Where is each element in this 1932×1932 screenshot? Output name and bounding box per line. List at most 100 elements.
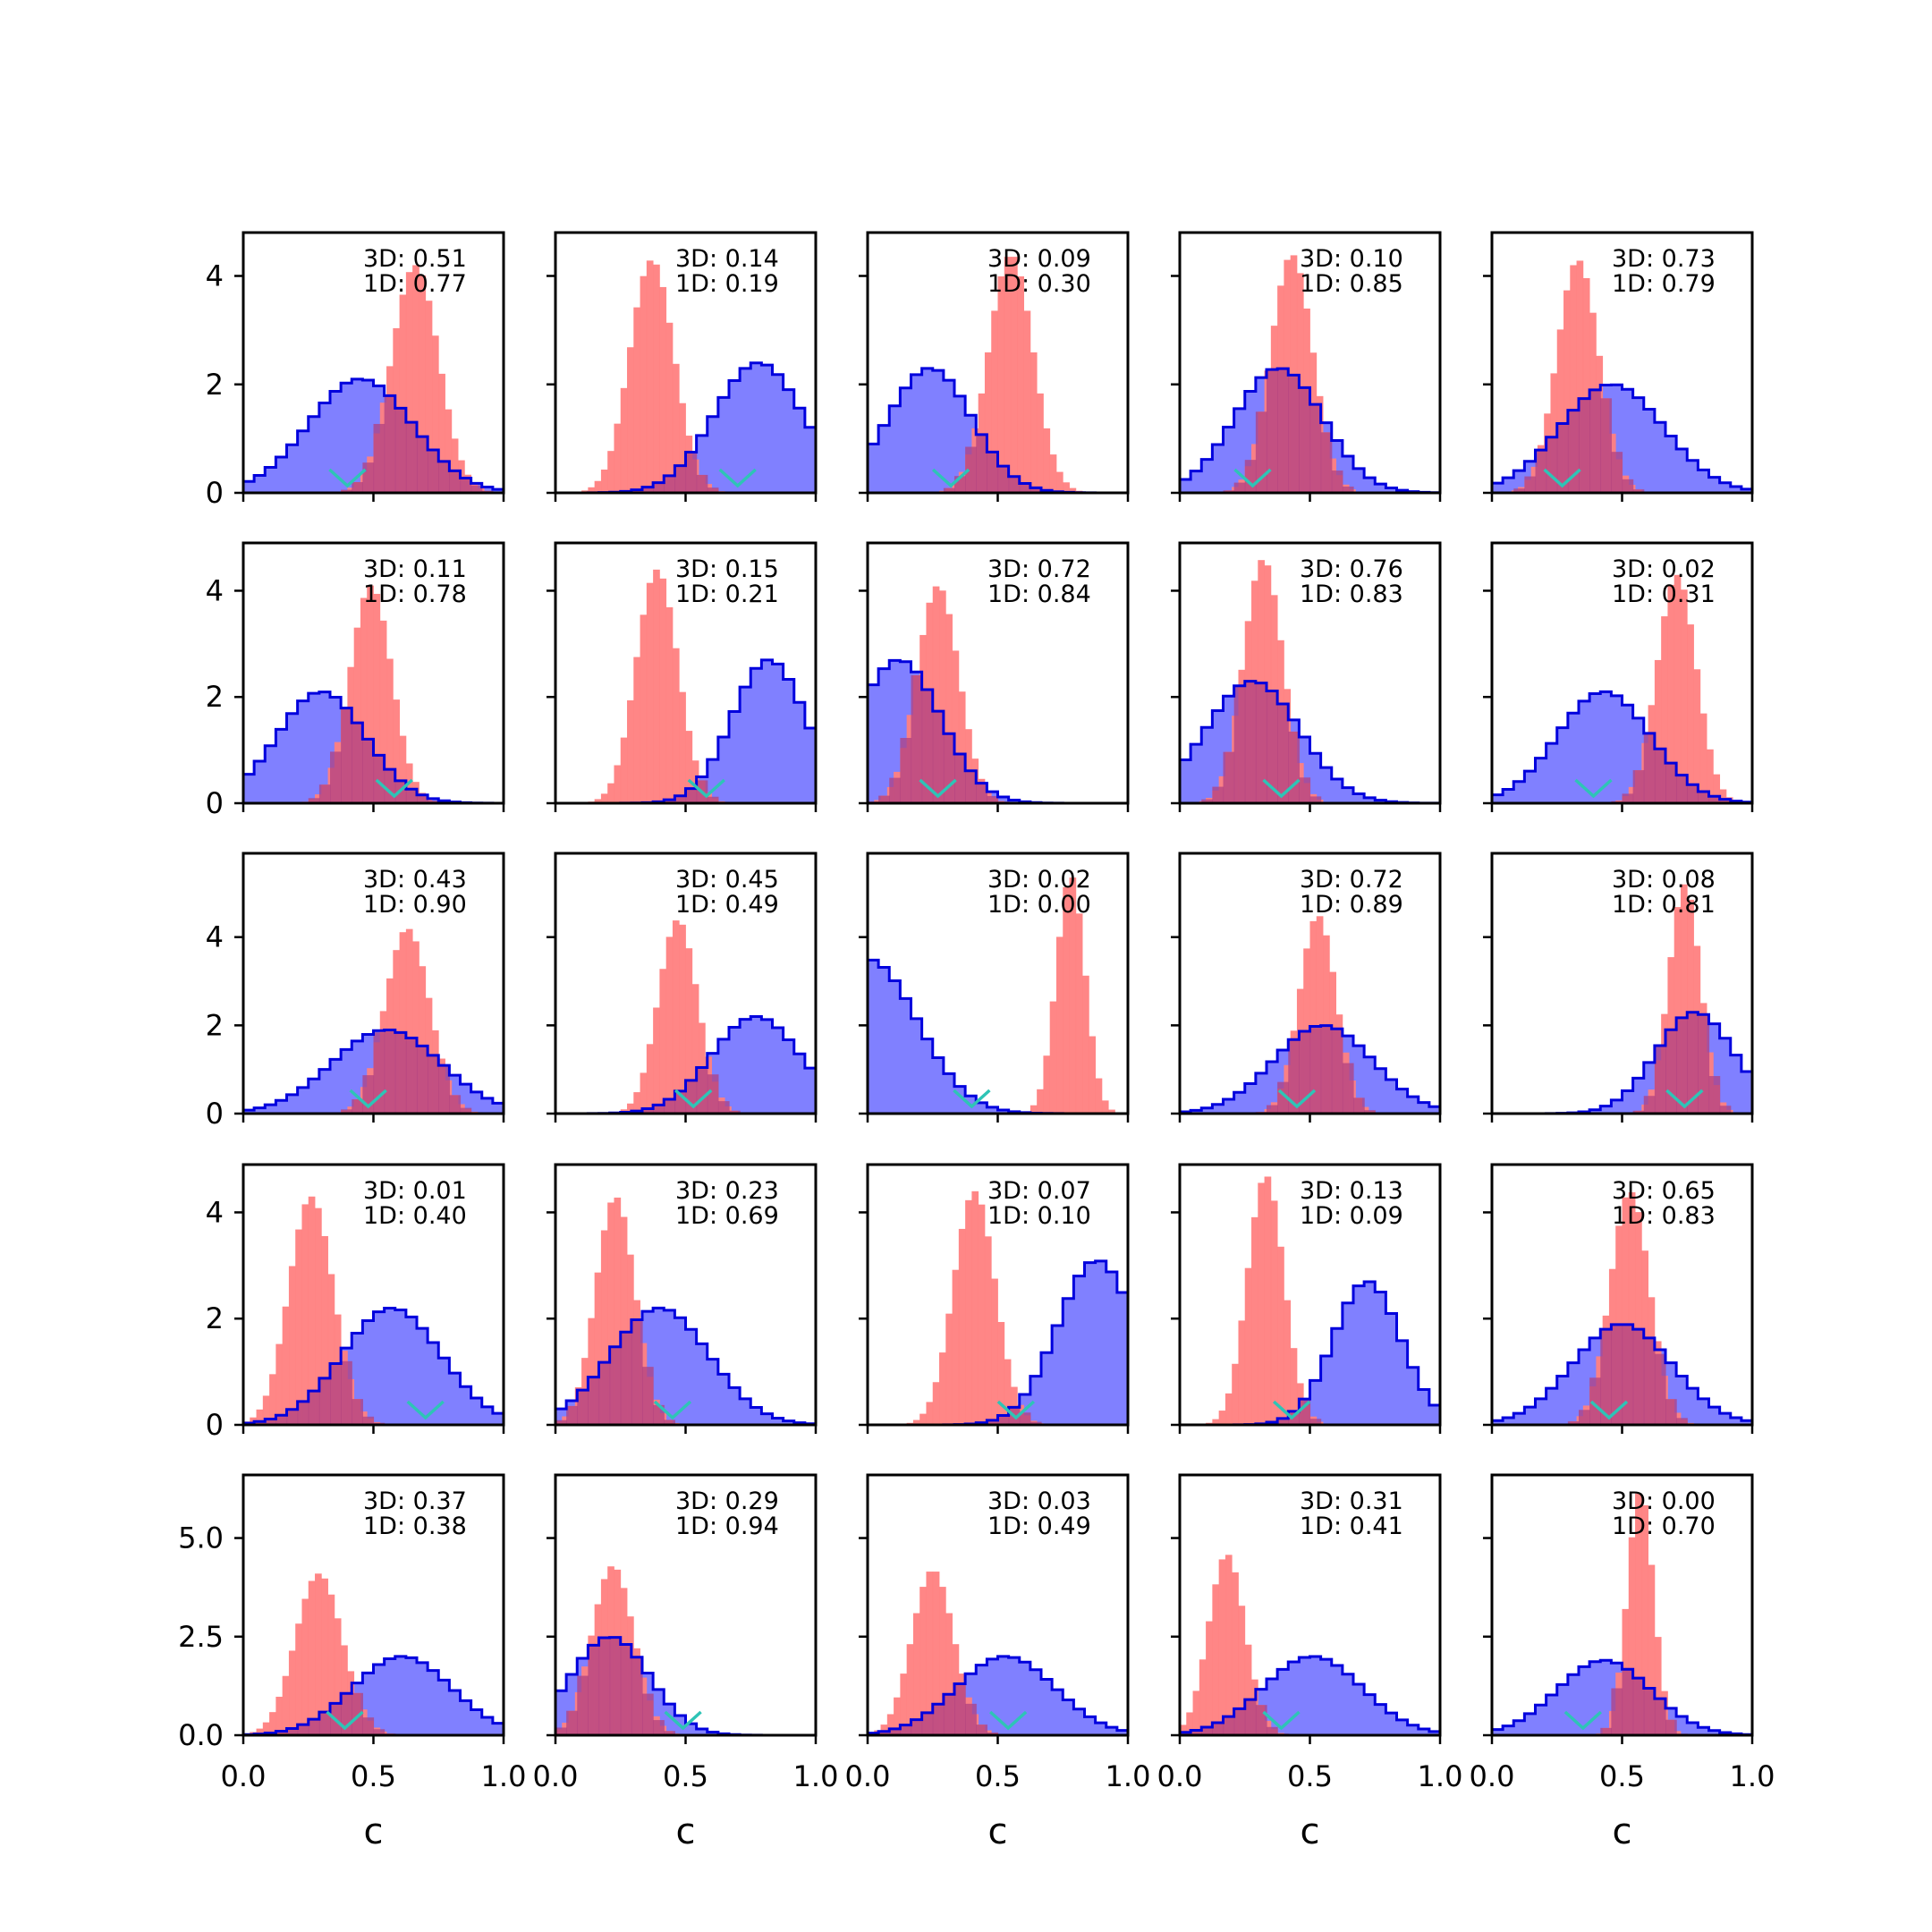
red-bar [594,480,602,493]
annotation-3d: 3D: 0.51 [363,245,467,273]
blue-bar [384,1308,396,1425]
blue-bar [1428,1731,1440,1735]
overlap-bar [330,751,342,803]
overlap-bar [588,1377,600,1425]
blue-bar [470,1397,483,1425]
blue-step-outline [868,1655,1128,1735]
red-bar [1030,352,1038,493]
red-bar [1674,907,1682,1114]
overlap-bar [373,1729,386,1735]
red-bar [1004,1359,1012,1425]
annotation-1d: 1D: 0.49 [987,1513,1091,1540]
marker-v [1272,1400,1311,1420]
red-bar [1635,1493,1642,1735]
overlap-bar [729,1110,741,1114]
overlap-bar [352,1399,363,1425]
red-bar [1719,789,1727,803]
x-tick-label: 1.0 [481,1759,527,1793]
blue-bar [308,693,320,803]
blue-bar [772,664,784,803]
blue-bar [481,487,494,493]
red-bar [1290,1348,1298,1425]
blue-bar [1492,483,1504,493]
overlap-bar [1223,1716,1235,1735]
red-bar [1212,1584,1220,1735]
y-tick-label: 0 [206,1097,224,1131]
blue-bar [275,456,288,493]
overlap-bar [373,755,386,803]
blue-bar [492,1723,504,1735]
blue-bar [1309,1656,1322,1735]
blue-bar [783,1420,795,1425]
blue-bar [1589,1109,1601,1114]
marker-v [687,778,725,799]
overlap-bar [889,777,901,803]
overlap-bar [373,423,386,493]
blue-bar [976,1665,987,1735]
blue-bar [1288,1662,1300,1735]
blue-bar [362,1320,375,1425]
overlap-bar [1233,1708,1246,1735]
red-bar [1576,260,1584,493]
blue-bar [449,1373,462,1425]
overlap-bar [1654,749,1666,803]
red-bar [945,614,953,803]
panel-plot-area [1492,884,1752,1114]
blue-bar [428,1670,439,1735]
overlap-bar [1212,1722,1224,1735]
red-bar [1030,1105,1038,1114]
overlap-bar [878,795,890,803]
blue-bar [729,711,741,803]
marker-v [919,778,957,799]
blue-bar [729,1387,741,1425]
y-tick-label: 2 [206,1301,224,1335]
blue-bar [492,1103,504,1114]
panel-plot-area [1492,574,1752,803]
red-bar [256,1728,264,1735]
y-tick-label: 2.5 [178,1620,224,1654]
blue-bar [481,1097,494,1114]
overlap-bar [1331,1029,1343,1114]
panel-plot-area [555,1197,816,1425]
blue-bar [1095,1723,1107,1735]
overlap-bar [598,1638,611,1735]
x-tick-label: 0.0 [1157,1759,1203,1793]
overlap-bar [631,489,643,493]
blue-bar [275,729,288,803]
blue-bar [987,1106,999,1114]
red-bar [1309,920,1318,1114]
red-bar [691,984,699,1114]
blue-bar [417,1662,428,1735]
red-bar [1622,1197,1630,1425]
red-bar [282,1675,290,1735]
blue-bar [1589,1661,1601,1735]
red-bar [672,363,680,493]
blue-step-outline [243,1655,504,1735]
blue-bar [352,378,363,493]
overlap-bar [1331,470,1343,493]
overlap-bar [1309,796,1322,803]
overlap-bar [1535,450,1547,493]
panel-plot-area [555,1566,816,1735]
overlap-bar [1611,452,1623,493]
red-bar [412,265,419,493]
red-bar [1055,471,1063,493]
red-bar [653,1007,660,1114]
red-bar [1063,886,1070,1114]
red-bar [1699,713,1707,803]
annotation-1d: 1D: 0.84 [987,580,1091,608]
blue-bar [341,1049,352,1114]
overlap-bar [932,711,945,803]
panel-plot-area [243,265,504,493]
red-bar [1069,877,1077,1114]
blue-bar [428,1343,439,1425]
blue-bar [254,761,266,803]
red-bar [275,1343,284,1425]
blue-bar [1556,727,1569,803]
red-bar [665,322,674,493]
blue-bar [911,374,923,493]
overlap-bar [620,1332,632,1425]
overlap-bar [362,739,375,803]
blue-bar [265,1105,276,1114]
